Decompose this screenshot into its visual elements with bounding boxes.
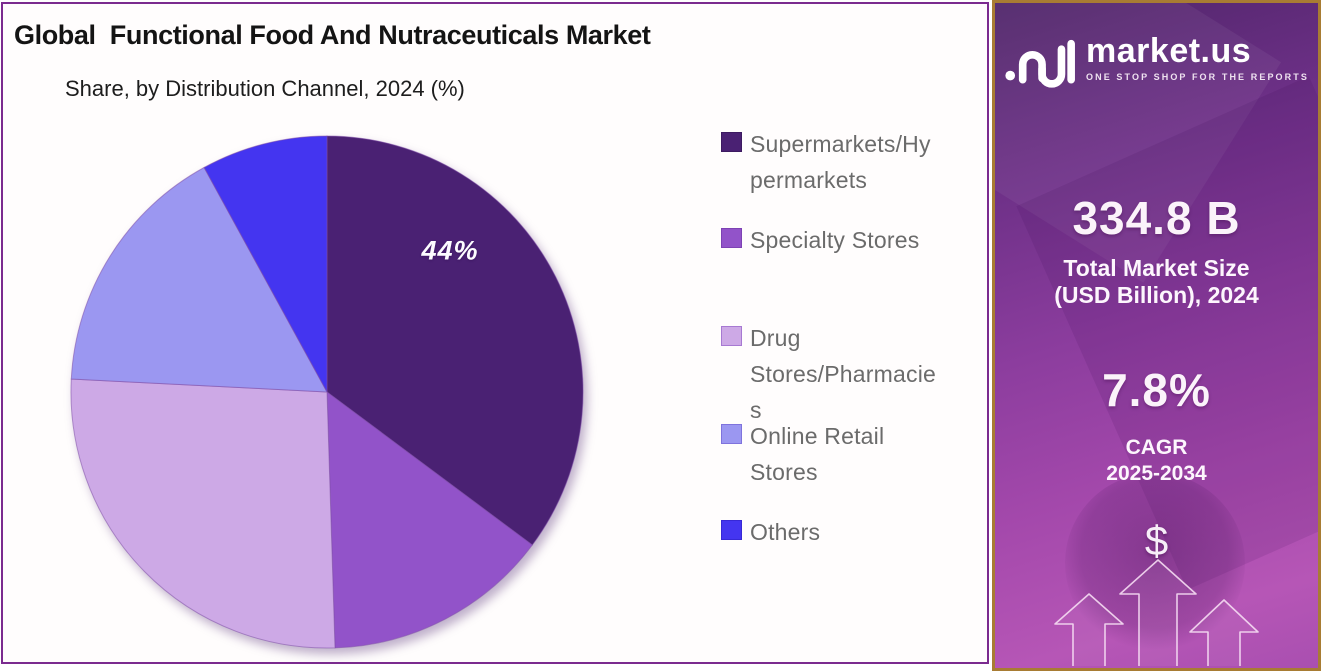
pie-slice-label-44: 44% [421, 235, 479, 266]
pie-legend: Supermarkets/Hy permarkets Specialty Store… [721, 4, 971, 664]
brand-row: market.us ONE STOP SHOP FOR THE REPORTS [995, 33, 1318, 89]
legend-swatch-others [721, 520, 742, 540]
pie-slice-drug-stores-pharmacies [70, 378, 336, 649]
arrow-up-middle [1119, 559, 1197, 666]
pie-slice-others [203, 135, 328, 393]
cagr-block: 7.8% CAGR 2025-2034 [995, 363, 1318, 487]
legend-label-supermarkets-hypermarkets: Supermarkets/Hy permarkets [750, 131, 931, 193]
chart-title: Global Functional Food And Nutraceutical… [14, 20, 651, 50]
market-size-block: 334.8 B Total Market Size (USD Billion),… [995, 191, 1318, 309]
brand-text: market.us ONE STOP SHOP FOR THE REPORTS [1086, 33, 1309, 82]
market-size-value: 334.8 B [1072, 192, 1241, 244]
dollar-symbol: $ [1144, 517, 1169, 564]
legend-swatch-online-retail-stores [721, 424, 742, 444]
legend-swatch-specialty-stores [721, 228, 742, 248]
growth-arrows [1054, 559, 1259, 666]
legend-swatch-supermarkets-hypermarkets [721, 132, 742, 152]
legend-item-others: Others [721, 514, 820, 550]
legend-label-others: Others [750, 519, 821, 545]
chart-subtitle: Share, by Distribution Channel, 2024 (%) [65, 76, 465, 101]
pie-slice-supermarkets-hypermarkets [326, 135, 584, 546]
legend-label-specialty-stores: Specialty Stores [750, 227, 920, 253]
legend-swatch-drug-stores-pharmacies [721, 326, 742, 346]
legend-item-drug-stores-pharmacies: Drug Stores/Pharmacie s [721, 320, 936, 428]
legend-item-supermarkets-hypermarkets: Supermarkets/Hy permarkets [721, 126, 931, 198]
brand-name: market.us [1086, 32, 1252, 70]
legend-label-drug-stores-pharmacies: Drug Stores/Pharmacie s [750, 325, 936, 423]
market-size-label-1: Total Market Size [1063, 255, 1250, 281]
legend-item-online-retail-stores: Online Retail Stores [721, 418, 884, 490]
pie-slice-online-retail-stores [70, 166, 328, 393]
brand-tagline: ONE STOP SHOP FOR THE REPORTS [1086, 72, 1309, 82]
arrow-up-left [1054, 593, 1124, 666]
cagr-years: 2025-2034 [1106, 462, 1207, 485]
promo-panel: market.us ONE STOP SHOP FOR THE REPORTS … [992, 0, 1321, 671]
pie-chart [70, 135, 584, 649]
pie-slice-specialty-stores [326, 390, 533, 649]
legend-item-specialty-stores: Specialty Stores [721, 222, 919, 258]
arrow-up-right [1189, 599, 1259, 666]
cagr-value: 7.8% [1102, 364, 1211, 416]
marketus-logo-icon [1005, 39, 1075, 88]
chart-card: Global Functional Food And Nutraceutical… [1, 2, 989, 664]
cagr-label: CAGR [1125, 436, 1188, 459]
market-size-label-2: (USD Billion), 2024 [1054, 282, 1259, 308]
legend-label-online-retail-stores: Online Retail Stores [750, 423, 885, 485]
